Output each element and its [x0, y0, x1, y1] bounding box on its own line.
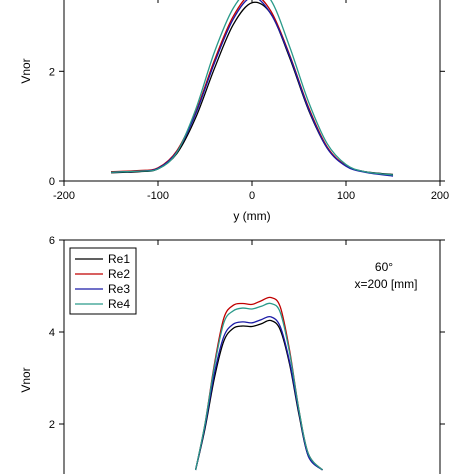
- legend-label-re1: Re1: [108, 252, 130, 266]
- top-panel-y-tick-label: 0: [49, 176, 55, 188]
- top-panel-x-tick-label: 200: [431, 190, 449, 202]
- top-panel-ticks: -200 -100 0 100 200 0 2: [49, 0, 449, 202]
- top-panel-series: [110, 0, 394, 177]
- bottom-panel-series-re3: [194, 315, 323, 471]
- bottom-panel-y-tick-label: 6: [49, 235, 55, 247]
- bottom-panel-series-re2: [194, 296, 323, 471]
- top-panel-series-re4: [110, 0, 394, 176]
- bottom-panel-ticks: 2 4 6: [49, 235, 445, 431]
- bottom-panel-series-re4: [194, 302, 323, 471]
- top-panel-y-tick-label: 2: [49, 66, 55, 78]
- bottom-panel-y-axis-title: Vnor: [19, 367, 33, 392]
- top-panel-y-axis-title: Vnor: [19, 58, 33, 83]
- legend-label-re3: Re3: [108, 282, 130, 296]
- top-panel-series-re3: [110, 0, 394, 177]
- bottom-panel: 2 4 6 Vnor 60° x=200 [mm] Re1 Re2 Re3 Re4: [19, 235, 445, 474]
- top-panel-x-tick-label: 0: [249, 190, 255, 202]
- bottom-panel-annotation-angle: 60°: [375, 260, 393, 274]
- legend-label-re2: Re2: [108, 267, 130, 281]
- top-panel-series-re2: [110, 0, 394, 177]
- bottom-panel-series-re1: [194, 319, 323, 471]
- top-panel: -200 -100 0 100 200 0 2 Vnor y (mm): [19, 0, 449, 223]
- bottom-panel-y-tick-label: 2: [49, 419, 55, 431]
- bottom-panel-y-tick-label: 4: [49, 327, 55, 339]
- legend: Re1 Re2 Re3 Re4: [69, 247, 137, 315]
- bottom-panel-series: [194, 296, 323, 471]
- legend-label-re4: Re4: [108, 297, 130, 311]
- top-panel-x-axis-title: y (mm): [233, 209, 270, 223]
- top-panel-x-tick-label: -100: [147, 190, 169, 202]
- top-panel-series-re1: [110, 1, 394, 176]
- top-panel-x-tick-label: 100: [337, 190, 355, 202]
- bottom-panel-annotation-position: x=200 [mm]: [354, 277, 417, 291]
- top-panel-x-tick-label: -200: [53, 190, 75, 202]
